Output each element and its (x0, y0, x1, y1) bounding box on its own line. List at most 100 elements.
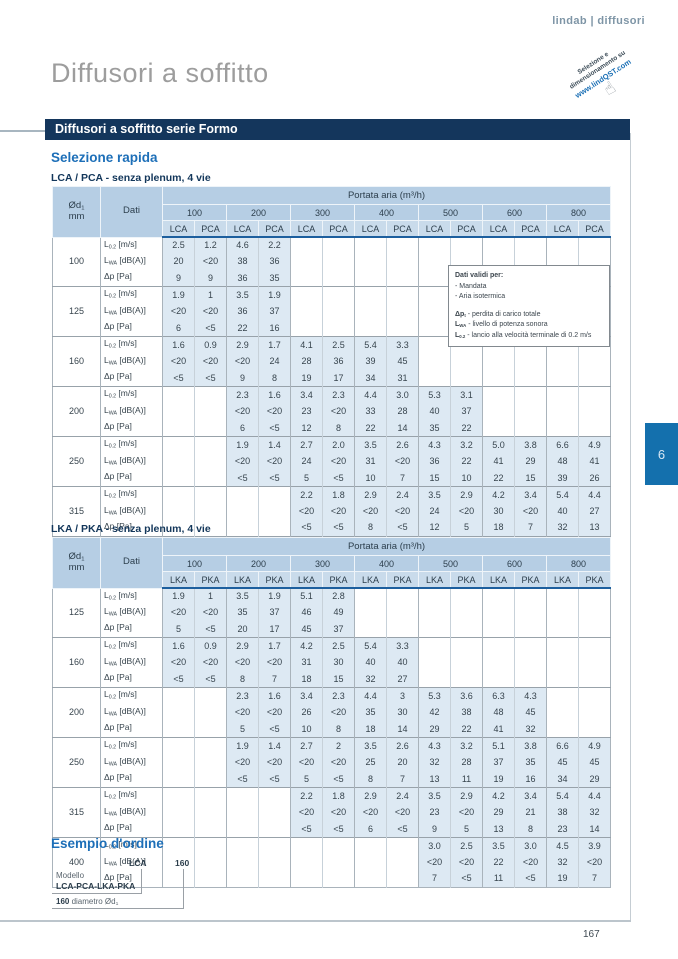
value-cell: 46 (290, 604, 323, 622)
value-cell: 31 (386, 370, 419, 387)
value-cell: 1 (194, 587, 227, 605)
table-row: LWA [dB(A)] <20 <20 24 <20 31 <20 36 22 41 29 48 41 (53, 453, 611, 470)
table-row: Δp [Pa] <5 <5 5 <5 10 7 15 10 22 15 39 26 (53, 469, 611, 487)
value-cell (322, 270, 355, 287)
value-cell: 5 (290, 469, 323, 487)
value-cell (322, 286, 355, 304)
value-cell (194, 403, 227, 420)
value-cell (546, 236, 579, 254)
table-row: 160 L0.2 [m/s] 1.6 0.9 2.9 1.7 4.2 2.5 5.4 3.3 (52, 637, 611, 688)
value-cell: <20 (194, 303, 227, 321)
flow-header: 200 (226, 555, 291, 572)
value-cell: 37 (258, 604, 291, 622)
value-cell: 8 (322, 419, 355, 437)
value-cell: 40 (386, 654, 419, 672)
chapter-tab[interactable]: 6 (645, 423, 678, 485)
value-cell (418, 253, 451, 271)
value-cell (450, 587, 483, 605)
table2-wrapper: Ød1 mm Dati Portata aria (m³/h) 100 200 300 400… (52, 537, 612, 889)
value-cell (194, 737, 227, 755)
value-cell (418, 604, 451, 622)
value-cell: 32 (514, 721, 547, 738)
flow-header: 600 (482, 555, 547, 572)
value-cell (386, 236, 419, 254)
table-row: Δp [Pa] <5 <5 6 <5 9 5 13 8 23 14 (53, 820, 611, 838)
row-label-cell: LWA [dB(A)] (100, 253, 163, 271)
value-cell: 8 (226, 671, 259, 688)
value-cell: <20 (386, 453, 419, 470)
value-cell (354, 303, 387, 321)
value-cell: <20 (226, 453, 259, 470)
value-cell: 41 (577, 453, 611, 470)
lindqst-badge: Selezione e dimensionamento su www.lindQ… (543, 29, 664, 128)
model-subheader: PKA (194, 571, 227, 589)
value-cell: 5 (290, 770, 323, 788)
value-cell: 45 (290, 621, 323, 638)
value-cell: 22 (354, 419, 387, 437)
value-cell: 12 (290, 419, 323, 437)
value-cell (418, 370, 451, 387)
value-cell (354, 236, 387, 254)
value-cell: 5.4 (354, 637, 387, 655)
value-cell (354, 837, 387, 855)
order-connector-model (52, 869, 142, 894)
value-cell: 2.2 (290, 486, 323, 504)
order-example-diagram: LCA 160 Modello LCA-PCA-LKA-PKA 160 diam… (52, 858, 272, 918)
value-cell (514, 386, 547, 404)
value-cell: <20 (386, 804, 419, 821)
value-cell (514, 403, 547, 420)
value-cell (450, 236, 483, 254)
value-cell: 36 (418, 453, 451, 470)
value-cell: 11 (450, 770, 483, 788)
table-row: 200 L0.2 [m/s] 2.3 1.6 3.4 2.3 4.4 3.0 5.3 3.1 (52, 386, 611, 437)
value-cell: 6.6 (546, 436, 579, 454)
value-cell: 3.1 (450, 386, 483, 404)
row-label-cell: Δp [Pa] (100, 270, 163, 287)
value-cell: <20 (386, 503, 419, 520)
value-cell: 32 (418, 754, 451, 771)
value-cell: 2.9 (354, 486, 387, 504)
value-cell (258, 870, 291, 888)
table-row: LWA [dB(A)] <20 <20 <20 <20 31 30 40 40 (53, 654, 611, 672)
value-cell: 30 (386, 704, 419, 721)
value-cell: 7 (258, 671, 291, 688)
value-cell: <20 (194, 253, 227, 271)
value-cell: 41 (482, 721, 515, 738)
value-cell (162, 386, 195, 404)
value-cell: 14 (386, 419, 419, 437)
value-cell: 2.9 (226, 637, 259, 655)
flow-header: 400 (354, 555, 419, 572)
value-cell: 6 (226, 419, 259, 437)
value-cell (514, 637, 547, 655)
value-cell (418, 320, 451, 337)
value-cell (514, 654, 547, 672)
value-cell: 18 (354, 721, 387, 738)
value-cell (386, 837, 419, 855)
value-cell (577, 403, 611, 420)
row-label-cell: LWA [dB(A)] (100, 403, 163, 420)
value-cell: 35 (258, 270, 291, 287)
table-row: 315 L0.2 [m/s] 2.2 1.8 2.9 2.4 3.5 2.9 4.2 3.4 5.4… (52, 486, 611, 537)
diameter-cell: 315 (52, 486, 101, 537)
value-cell: <5 (162, 671, 195, 688)
value-cell: 24 (418, 503, 451, 520)
value-cell: 22 (450, 721, 483, 738)
value-cell (514, 353, 547, 370)
value-cell: 40 (354, 654, 387, 672)
value-cell: 1.9 (226, 737, 259, 755)
value-cell: 1.9 (162, 587, 195, 605)
value-cell: 35 (354, 704, 387, 721)
value-cell: 35 (514, 754, 547, 771)
value-cell (386, 286, 419, 304)
model-subheader: PCA (577, 220, 612, 238)
value-cell (418, 671, 451, 688)
value-cell (194, 770, 227, 788)
value-cell: 4.2 (482, 486, 515, 504)
value-cell: <20 (258, 453, 291, 470)
value-cell: <20 (322, 754, 355, 771)
value-cell (514, 419, 547, 437)
value-cell: 6.6 (546, 737, 579, 755)
value-cell (322, 303, 355, 321)
row-label-cell: LWA [dB(A)] (100, 604, 163, 622)
value-cell: <5 (322, 469, 355, 487)
